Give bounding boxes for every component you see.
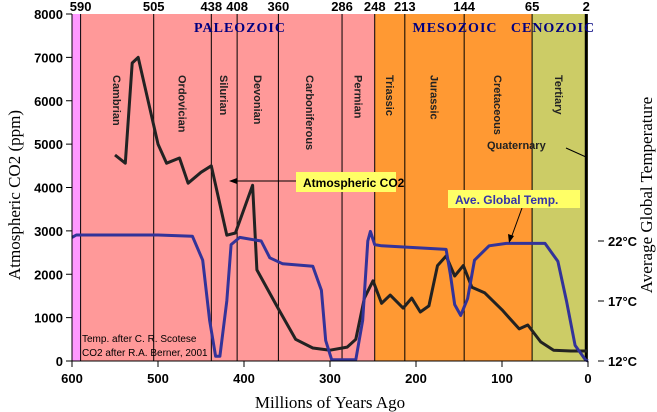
temp-callout-box [448, 190, 580, 208]
co2-callout-box [296, 172, 396, 192]
y-axis-label: Atmospheric CO2 (ppm) [5, 110, 24, 280]
top-age-label: 248 [364, 0, 386, 14]
period-label-silurian: Silurian [217, 75, 229, 116]
period-label-triassic: Triassic [383, 75, 395, 116]
x-tick-label: 600 [61, 371, 83, 386]
era-label-mesozoic: MESOZOIC [412, 21, 497, 36]
y2-tick-label: 17°C [608, 294, 638, 309]
y-tick-label: 1000 [34, 311, 63, 326]
x-tick-label: 300 [319, 371, 341, 386]
top-age-label: 438 [200, 0, 222, 14]
y2-axis-label: Average Global Temperature [637, 97, 656, 293]
y-tick-label: 8000 [34, 7, 63, 22]
top-age-label: 505 [143, 0, 165, 14]
period-label-carboniferous: Carboniferous [303, 75, 315, 150]
period-label-cambrian: Cambrian [110, 75, 122, 126]
top-age-label: 2 [583, 0, 590, 14]
period-label-jurassic: Jurassic [427, 75, 439, 120]
period-label-tertiary: Tertiary [552, 75, 564, 115]
x-tick-label: 400 [233, 371, 255, 386]
period-label-devonian: Devonian [251, 75, 263, 125]
credit-temp: Temp. after C. R. Scotese [82, 334, 197, 345]
temp-callout-arrowhead [508, 234, 514, 243]
x-tick-label: 0 [584, 371, 591, 386]
y-tick-label: 5000 [34, 137, 63, 152]
y-tick-label: 3000 [34, 224, 63, 239]
top-age-label: 144 [453, 0, 475, 14]
y-tick-label: 6000 [34, 94, 63, 109]
top-age-label: 65 [525, 0, 539, 14]
x-tick-label: 100 [491, 371, 513, 386]
era-band [532, 14, 588, 361]
period-label-permian: Permian [351, 75, 363, 119]
y2-tick-label: 12°C [608, 354, 638, 369]
y-tick-label: 7000 [34, 50, 63, 65]
quaternary-arrow [565, 147, 587, 158]
co2-callout-arrowhead [229, 178, 237, 184]
era-label-cenozoic: CENOZOIC [511, 21, 595, 36]
top-age-label: 408 [226, 0, 248, 14]
top-age-label: 286 [331, 0, 353, 14]
x-tick-label: 200 [405, 371, 427, 386]
credit-co2: CO2 after R.A. Berner, 2001 [82, 348, 208, 359]
period-label-cretaceous: Cretaceous [491, 75, 503, 135]
top-age-label: 590 [70, 0, 92, 14]
co2-callout-label: Atmospheric CO2 [303, 176, 405, 190]
temperature-line [71, 229, 589, 363]
top-age-label: 213 [394, 0, 416, 14]
y-tick-label: 4000 [34, 181, 63, 196]
x-tick-label: 500 [147, 371, 169, 386]
era-label-paleozoic: PALEOZOIC [194, 21, 286, 36]
era-band [72, 14, 81, 361]
y2-tick-label: 22°C [608, 234, 638, 249]
y-tick-label: 0 [56, 354, 63, 369]
quaternary-label: Quaternary [487, 140, 547, 152]
period-label-ordovician: Ordovician [176, 75, 188, 133]
x-axis-label: Millions of Years Ago [255, 393, 405, 412]
top-age-label: 360 [268, 0, 290, 14]
temp-callout-label: Ave. Global Temp. [455, 193, 558, 207]
y-tick-label: 2000 [34, 267, 63, 282]
